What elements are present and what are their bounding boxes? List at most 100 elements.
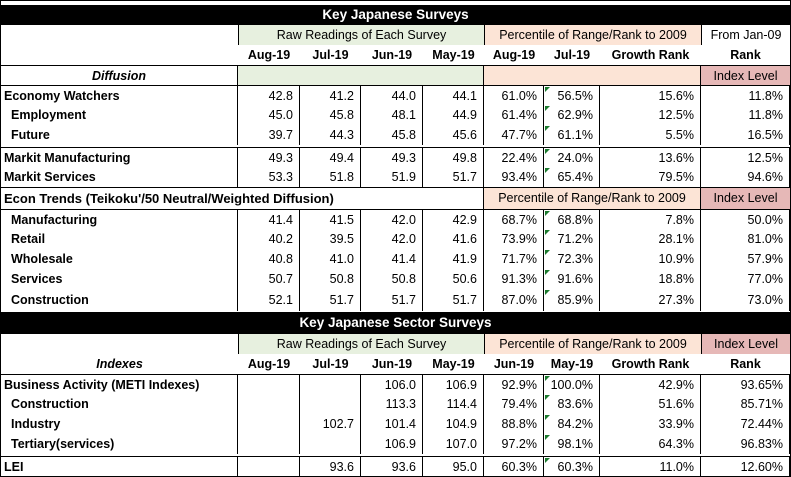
- index-level-label: Index Level: [701, 334, 790, 354]
- table-cell: 41.5: [300, 210, 361, 230]
- table-cell: 77.0%: [701, 269, 790, 289]
- col-header: Jul-19: [312, 357, 349, 371]
- table-cell: 45.0: [238, 105, 300, 125]
- row-label: Retail: [1, 229, 238, 249]
- table-cell: [300, 375, 361, 395]
- table-cell: 22.4%: [484, 148, 544, 168]
- table-cell: 61.4%: [484, 105, 544, 125]
- table-cell: 93.6: [300, 457, 361, 477]
- col-header: Growth Rank: [611, 357, 690, 371]
- row-label: Employment: [1, 105, 238, 125]
- table-cell: 51.6%: [600, 394, 701, 414]
- table-cell: 44.0: [361, 86, 423, 106]
- table-cell: 41.4: [238, 210, 300, 230]
- pct-blank: [484, 66, 701, 86]
- col-header: Aug-19: [247, 357, 291, 371]
- table-title-2: Key Japanese Sector Surveys: [1, 312, 790, 334]
- table-cell: 60.3%: [544, 457, 600, 477]
- col-header: May-19: [432, 357, 475, 371]
- table-cell: 49.3: [238, 148, 300, 168]
- table-cell: [238, 375, 300, 395]
- table-cell: 94.6%: [701, 167, 790, 187]
- column-header-row: Aug-19 Jul-19 Jun-19 May-19 Aug-19 Jul-1…: [1, 45, 790, 65]
- table-cell: 33.9%: [600, 414, 701, 434]
- table-cell: 15.6%: [600, 86, 701, 106]
- col-header: May-19: [550, 357, 594, 371]
- table-cell: 16.5%: [701, 125, 790, 145]
- diffusion-label: Diffusion: [1, 66, 238, 86]
- table-cell: 48.1: [361, 105, 423, 125]
- table-cell: 51.8: [300, 167, 361, 187]
- table-cell: 42.0: [361, 229, 423, 249]
- table-cell: 79.5%: [600, 167, 701, 187]
- raw-readings-header: Raw Readings of Each Survey: [238, 25, 484, 45]
- table-cell: 65.4%: [544, 167, 600, 187]
- table-cell: 41.4: [361, 249, 423, 269]
- table-cell: 41.9: [423, 249, 484, 269]
- table-cell: 98.1%: [544, 434, 600, 454]
- table-cell: 42.9%: [600, 375, 701, 395]
- percentile-header: Percentile of Range/Rank to 2009: [484, 188, 701, 210]
- table-cell: 51.7: [361, 289, 423, 311]
- table-cell: 60.3%: [484, 457, 544, 477]
- table-row: Industry 102.7 101.4 104.9 88.8% 84.2% 33.9% 72…: [1, 414, 790, 434]
- table-cell: 50.8: [300, 269, 361, 289]
- table-cell: 45.8: [300, 105, 361, 125]
- raw-readings-header: Raw Readings of Each Survey: [238, 334, 484, 354]
- table-cell: 84.2%: [544, 414, 600, 434]
- title-row-2: Key Japanese Sector Surveys: [1, 312, 790, 334]
- table-cell: 68.8%: [544, 210, 600, 230]
- col-header: Aug-19: [492, 48, 536, 62]
- table-cell: 97.2%: [484, 434, 544, 454]
- table-row: Business Activity (METI Indexes) 106.0 106…: [1, 374, 790, 395]
- table-cell: 50.6: [423, 269, 484, 289]
- table-cell: 83.6%: [544, 394, 600, 414]
- table-cell: 93.65%: [701, 375, 790, 395]
- table-row: LEI 93.6 93.6 95.0 60.3% 60.3% 11.0% 12.60%: [1, 456, 790, 477]
- table-cell: 114.4: [423, 394, 484, 414]
- table-row: Markit Manufacturing 49.3 49.4 49.3 49.8 22.4…: [1, 147, 790, 168]
- table-cell: 28.1%: [600, 229, 701, 249]
- table-cell: 39.7: [238, 125, 300, 145]
- table-cell: 24.0%: [544, 148, 600, 168]
- title-row: Key Japanese Surveys: [1, 5, 790, 25]
- table-cell: 107.0: [423, 434, 484, 454]
- row-label: Construction: [1, 394, 238, 414]
- table-cell: 71.7%: [484, 249, 544, 269]
- table-row: Tertiary(services) 106.9 107.0 97.2% 98.1% 64…: [1, 434, 790, 454]
- table-cell: [238, 414, 300, 434]
- table-cell: 88.8%: [484, 414, 544, 434]
- table-cell: 10.9%: [600, 249, 701, 269]
- table-cell: 50.0%: [701, 210, 790, 230]
- table-cell: 51.7: [300, 289, 361, 311]
- table-title: Key Japanese Surveys: [1, 5, 790, 25]
- table-cell: 47.7%: [484, 125, 544, 145]
- table-cell: 95.0: [423, 457, 484, 477]
- col-header: Rank: [730, 357, 761, 371]
- table-cell: 42.0: [361, 210, 423, 230]
- table-cell: 87.0%: [484, 289, 544, 311]
- table-cell: 113.3: [361, 394, 423, 414]
- row-label: Markit Services: [1, 167, 238, 187]
- row-label: Wholesale: [1, 249, 238, 269]
- row-label: Business Activity (METI Indexes): [1, 375, 238, 395]
- col-header: May-19: [432, 48, 475, 62]
- table-cell: 5.5%: [600, 125, 701, 145]
- table-cell: 27.3%: [600, 289, 701, 311]
- col-header: Jun-19: [493, 357, 535, 371]
- row-label: Industry: [1, 414, 238, 434]
- table-cell: 39.5: [300, 229, 361, 249]
- table-cell: 53.3: [238, 167, 300, 187]
- row-label: Services: [1, 269, 238, 289]
- row-label: Economy Watchers: [1, 86, 238, 106]
- table-cell: 72.44%: [701, 414, 790, 434]
- row-label: LEI: [1, 457, 238, 477]
- table-cell: 56.5%: [544, 86, 600, 106]
- table-row: Construction 113.3 114.4 79.4% 83.6% 51.6% 85.…: [1, 394, 790, 414]
- table-cell: 41.0: [300, 249, 361, 269]
- header-row-2: Raw Readings of Each Survey Percentile o…: [1, 334, 790, 354]
- table-cell: 50.8: [361, 269, 423, 289]
- table-cell: 61.1%: [544, 125, 600, 145]
- table-cell: 13.6%: [600, 148, 701, 168]
